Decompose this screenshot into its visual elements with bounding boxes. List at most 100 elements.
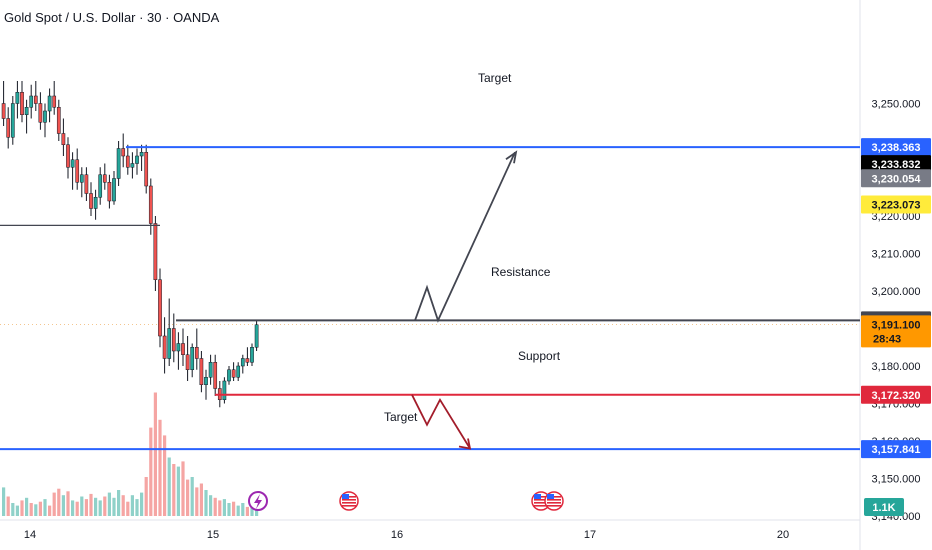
volume-bar: [130, 495, 134, 516]
volume-bar: [43, 499, 47, 516]
volume-bar: [236, 505, 240, 516]
y-tick-label: 3,180.000: [872, 361, 921, 373]
volume-bar: [117, 490, 121, 516]
volume-bar: [209, 495, 213, 516]
candle-body: [98, 174, 103, 198]
volume-bar: [71, 500, 75, 516]
candle-body: [75, 159, 80, 183]
candle-body: [153, 223, 158, 280]
volume-bar: [80, 496, 84, 516]
candle-body: [79, 174, 84, 183]
candle-body: [185, 354, 190, 370]
volume-bar: [172, 464, 176, 516]
candle-body: [125, 155, 130, 168]
volume-bar: [245, 506, 249, 516]
price-tag: [861, 155, 931, 174]
volume-bar: [84, 499, 88, 516]
volume-bar: [2, 487, 6, 516]
countdown-label: 28:43: [873, 333, 901, 345]
x-tick-label: 14: [24, 529, 36, 541]
candle-body: [176, 343, 181, 352]
price-tag-label: 3,172.320: [872, 390, 921, 402]
volume-bar: [181, 461, 185, 516]
y-tick-label: 3,150.000: [872, 474, 921, 486]
volume-bar: [20, 500, 24, 516]
volume-bar: [107, 492, 111, 516]
candle-body: [236, 365, 241, 378]
candle-body: [66, 144, 70, 168]
us-flag-event-icon: [339, 491, 359, 511]
volume-bar: [6, 496, 10, 516]
y-tick-label: 3,220.000: [872, 211, 921, 223]
x-tick-label: 15: [207, 529, 219, 541]
candle-body: [171, 328, 176, 352]
candle-body: [33, 95, 38, 104]
us-flag-event-icon: [544, 491, 564, 511]
candle-body: [15, 92, 20, 104]
volume-tag-label: 1.1K: [872, 502, 895, 514]
volume-bar: [61, 495, 65, 516]
price-tag: [861, 440, 931, 459]
volume-bar: [48, 505, 52, 516]
candle-body: [6, 118, 11, 138]
candle-body: [93, 197, 98, 209]
volume-bar: [153, 392, 157, 516]
volume-tag: [864, 498, 904, 516]
candle-body: [89, 193, 93, 209]
chart-title: Gold Spot / U.S. Dollar · 30 · OANDA: [4, 10, 220, 25]
candle-body: [84, 174, 89, 194]
candle-body: [139, 152, 144, 157]
candle-body: [254, 324, 259, 348]
volume-bar: [66, 491, 70, 516]
candle-body: [144, 152, 149, 187]
volume-bar: [190, 477, 194, 516]
volume-bar: [126, 501, 130, 516]
volume-bar: [195, 487, 199, 516]
volume-bar: [176, 466, 180, 516]
candle-body: [10, 103, 15, 138]
candle-body: [107, 182, 112, 202]
candle-body: [24, 107, 29, 115]
volume-bar: [149, 427, 153, 516]
volume-bar: [222, 499, 226, 516]
candle-body: [1, 103, 6, 119]
candle-body: [56, 107, 61, 134]
candle-body: [43, 110, 47, 123]
price-tag-label: 3,191.100: [872, 319, 921, 331]
volume-bar: [94, 497, 98, 516]
volume-bar: [121, 495, 125, 516]
candle-body: [29, 95, 34, 108]
volume-bar: [204, 490, 208, 516]
volume-bar: [135, 499, 139, 516]
volume-bar: [163, 435, 167, 516]
volume-bar: [75, 501, 79, 516]
candle-body: [121, 148, 126, 157]
candle-body: [158, 279, 162, 337]
volume-bar: [112, 497, 116, 516]
target-label-top: Target: [478, 71, 512, 85]
lightning-event-icon: [248, 491, 268, 511]
price-tag-label: 3,223.073: [872, 199, 921, 211]
candle-body: [130, 163, 135, 168]
candle-body: [70, 159, 75, 168]
candle-body: [162, 335, 167, 359]
volume-bar: [218, 500, 222, 516]
candle-body: [222, 380, 227, 400]
x-tick-label: 16: [391, 529, 403, 541]
bullish-projection-arrow: [414, 151, 516, 323]
volume-bar: [144, 477, 148, 516]
candle-body: [208, 362, 213, 378]
price-tag: [861, 385, 931, 404]
candle-body: [190, 347, 195, 370]
volume-bar: [89, 493, 93, 516]
volume-bar: [29, 503, 33, 516]
volume-bar: [241, 503, 245, 516]
volume-bar: [213, 497, 217, 516]
support-label: Support: [518, 349, 561, 363]
volume-bar: [227, 503, 231, 516]
volume-bar: [25, 497, 29, 516]
candle-body: [135, 155, 139, 164]
bearish-arrow-head: [458, 438, 472, 450]
x-tick-label: 20: [777, 529, 789, 541]
